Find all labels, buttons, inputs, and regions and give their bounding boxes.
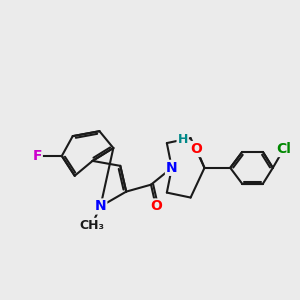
Text: H: H [178,133,188,146]
Text: Cl: Cl [276,142,291,156]
Text: N: N [166,161,178,175]
Text: O: O [150,200,162,214]
Text: F: F [32,149,42,163]
Text: N: N [95,200,106,214]
Text: O: O [190,142,202,156]
Text: CH₃: CH₃ [79,219,104,232]
